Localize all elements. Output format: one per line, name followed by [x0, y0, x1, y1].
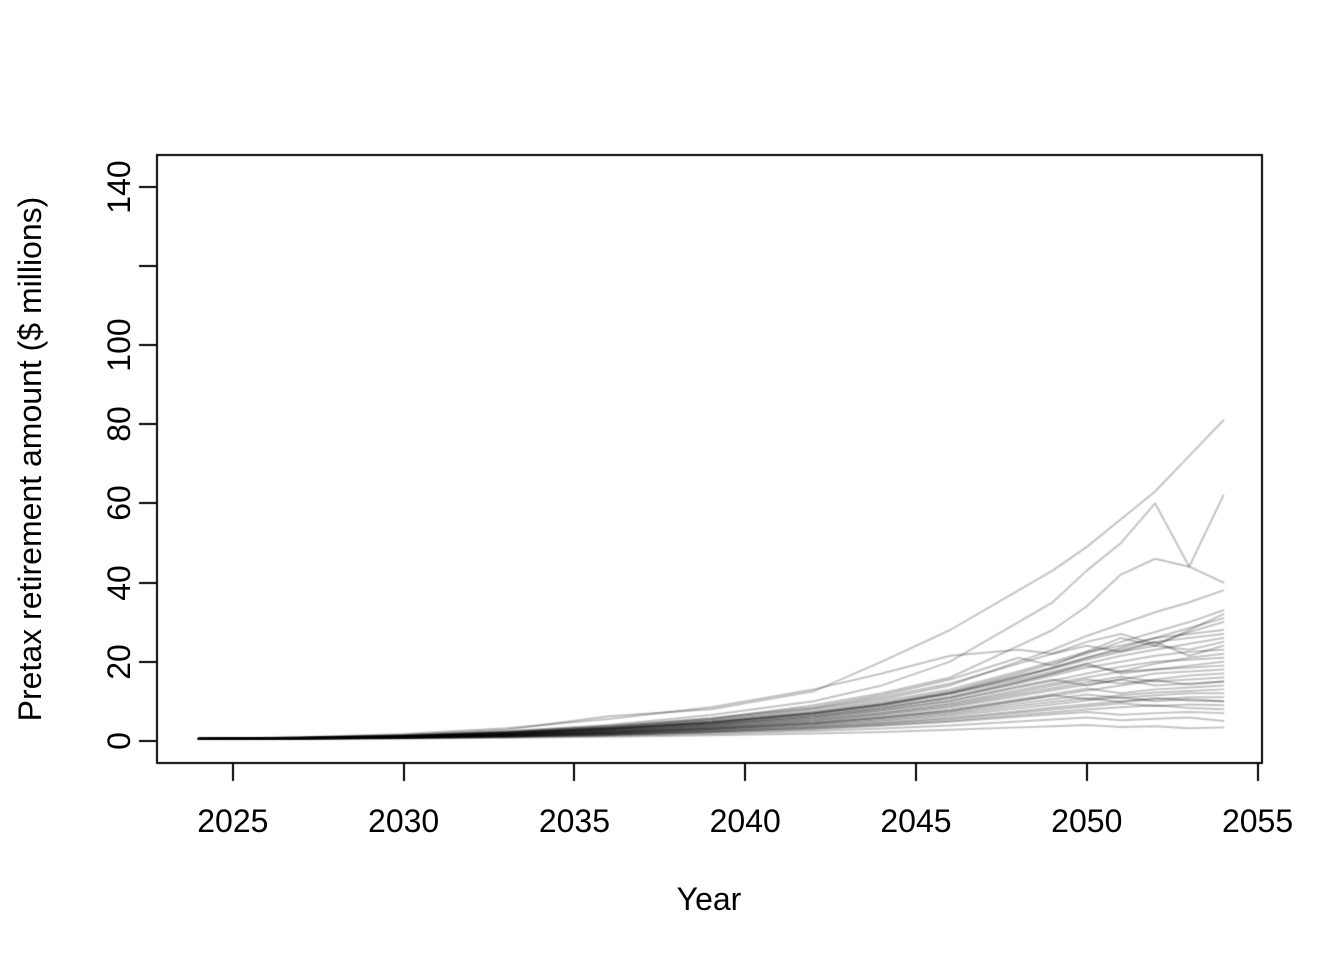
- x-tick-label: 2035: [538, 803, 610, 839]
- y-tick-label: 140: [101, 159, 137, 214]
- x-tick-label: 2040: [709, 803, 781, 839]
- y-tick-label: 0: [101, 731, 137, 750]
- y-tick-label: 100: [101, 318, 137, 372]
- y-tick-label: 40: [101, 564, 137, 601]
- x-tick-label: 2045: [880, 803, 952, 839]
- x-tick-label: 2030: [368, 803, 440, 839]
- x-tick-label: 2050: [1051, 803, 1123, 839]
- y-tick-label: 80: [101, 406, 137, 442]
- y-tick-label: 60: [101, 485, 137, 522]
- x-tick-label: 2025: [197, 803, 269, 839]
- x-axis-title: Year: [676, 881, 742, 917]
- y-tick-label: 20: [101, 643, 137, 680]
- x-tick-label: 2055: [1221, 803, 1294, 839]
- y-axis-title: Pretax retirement amount ($ millions): [12, 196, 48, 722]
